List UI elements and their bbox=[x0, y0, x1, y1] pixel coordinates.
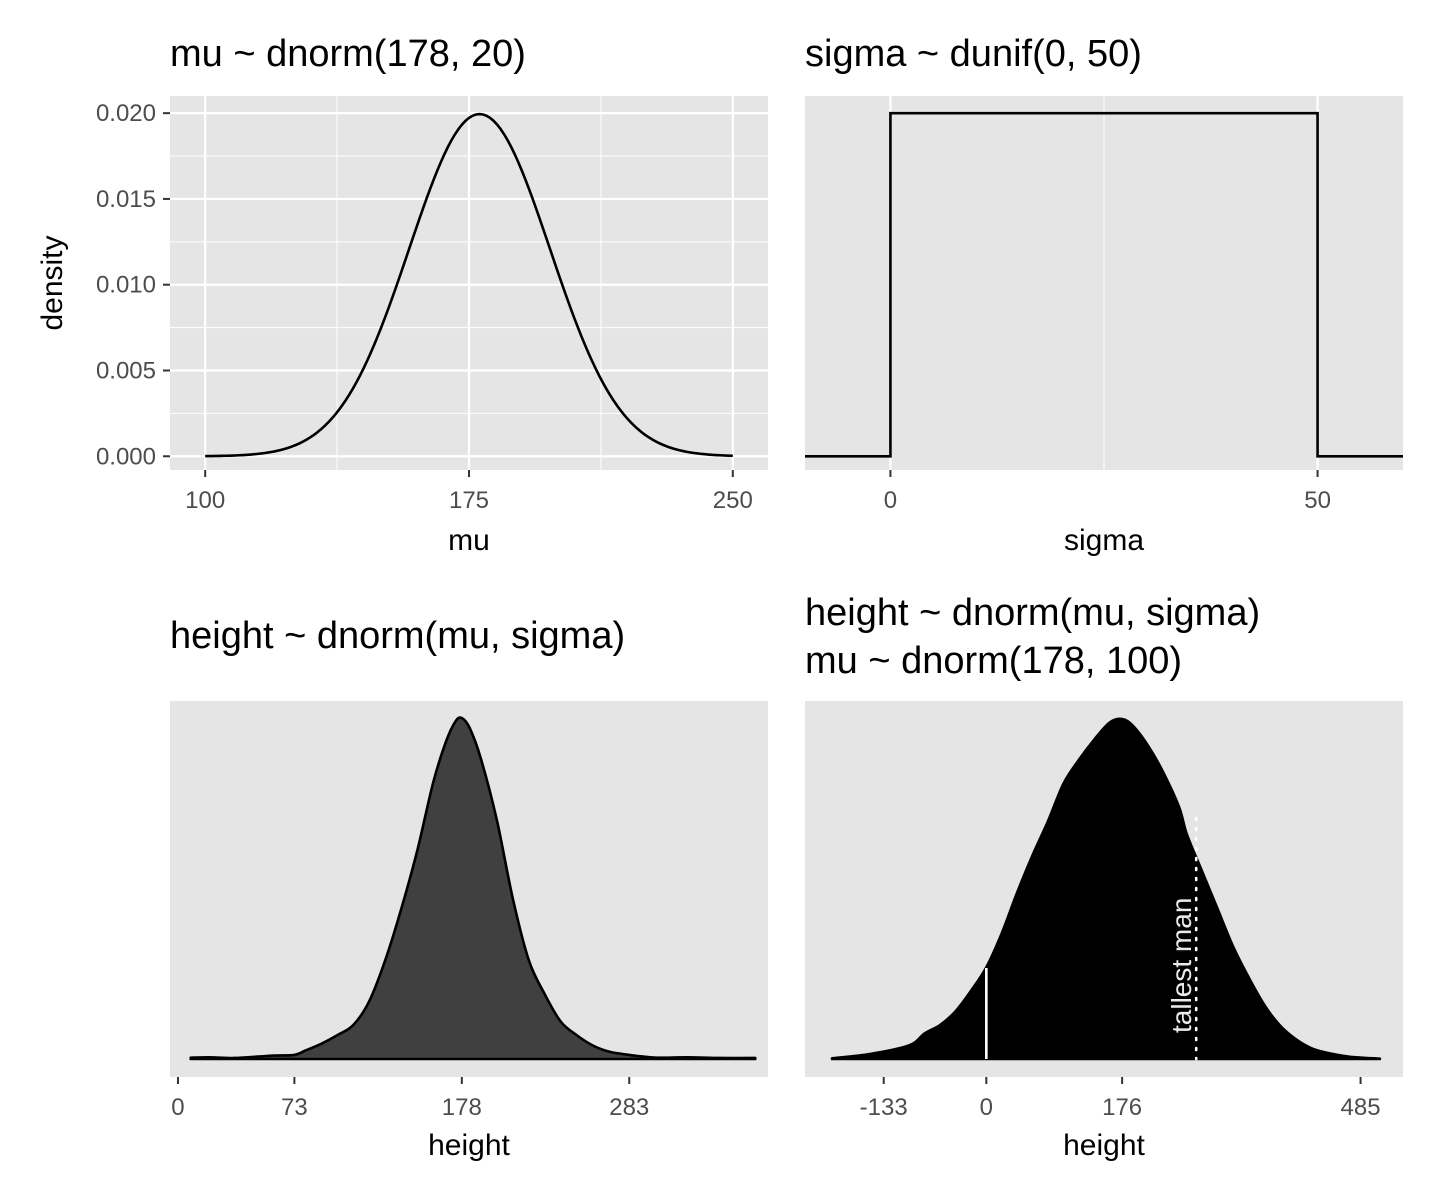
density-curve-mu bbox=[205, 112, 733, 458]
annotation-tallest-man: tallest man bbox=[1166, 898, 1197, 1033]
x-tick-label: 73 bbox=[281, 1094, 308, 1121]
y-axis-title: density bbox=[36, 235, 69, 330]
panel-title-line-2: mu ~ dnorm(178, 100) bbox=[805, 640, 1182, 682]
panel-height-prior-predictive: height ~ dnorm(mu, sigma) 0 73 178 283 heig… bbox=[170, 615, 768, 1162]
x-tick-label: 176 bbox=[1102, 1094, 1142, 1121]
x-tick-label: 283 bbox=[609, 1094, 649, 1121]
x-tick-label: 178 bbox=[442, 1094, 482, 1121]
y-axis-ticks: 0.000 0.005 0.010 0.015 0.020 bbox=[96, 100, 170, 470]
x-tick-label: -133 bbox=[860, 1094, 908, 1121]
grid-lines bbox=[170, 96, 768, 470]
x-axis-title: height bbox=[428, 1129, 510, 1162]
x-axis-ticks: 0 73 178 283 bbox=[171, 1077, 649, 1121]
panel-mu-prior: mu ~ dnorm(178, 20) 0.000 0.005 0.010 0.015… bbox=[36, 33, 768, 557]
density-curve-sigma bbox=[805, 111, 1403, 458]
density-area bbox=[189, 716, 757, 1061]
panel-title-height: height ~ dnorm(mu, sigma) bbox=[170, 615, 625, 657]
panel-sigma-prior: sigma ~ dunif(0, 50) 0 50 sigma bbox=[805, 33, 1403, 557]
x-tick-label: 250 bbox=[713, 487, 753, 514]
x-tick-label: 50 bbox=[1304, 487, 1331, 514]
density-line bbox=[805, 111, 1403, 458]
x-tick-label: 0 bbox=[171, 1094, 184, 1121]
panel-height-wide-prior: height ~ dnorm(mu, sigma) mu ~ dnorm(178… bbox=[805, 592, 1403, 1162]
x-axis-ticks: 0 50 bbox=[884, 470, 1331, 514]
x-tick-label: 485 bbox=[1341, 1094, 1381, 1121]
x-axis-title: sigma bbox=[1064, 524, 1144, 557]
annotation-lines bbox=[985, 816, 1198, 1061]
y-tick-label: 0.010 bbox=[96, 272, 156, 299]
x-tick-label: 175 bbox=[449, 487, 489, 514]
panel-title-sigma-prior: sigma ~ dunif(0, 50) bbox=[805, 33, 1142, 75]
y-tick-label: 0.015 bbox=[96, 186, 156, 213]
x-axis-title: mu bbox=[448, 524, 490, 557]
x-axis-ticks: 100 175 250 bbox=[185, 470, 753, 514]
y-tick-label: 0.020 bbox=[96, 100, 156, 127]
y-tick-label: 0.005 bbox=[96, 357, 156, 384]
x-tick-label: 0 bbox=[884, 487, 897, 514]
x-axis-title: height bbox=[1063, 1129, 1145, 1162]
x-tick-label: 100 bbox=[185, 487, 225, 514]
panel-title-mu-prior: mu ~ dnorm(178, 20) bbox=[170, 33, 526, 75]
y-tick-label: 0.000 bbox=[96, 443, 156, 470]
density-line bbox=[205, 112, 733, 458]
density-area-height bbox=[189, 716, 757, 1061]
x-axis-ticks: -133 0 176 485 bbox=[860, 1077, 1381, 1121]
x-tick-label: 0 bbox=[980, 1094, 993, 1121]
density-area bbox=[830, 717, 1382, 1061]
panel-title-line-1: height ~ dnorm(mu, sigma) bbox=[805, 592, 1260, 634]
density-area-height-wide bbox=[830, 717, 1382, 1061]
